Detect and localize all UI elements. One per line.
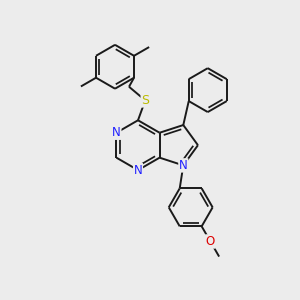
- Text: N: N: [179, 159, 188, 172]
- Text: N: N: [112, 126, 121, 139]
- Text: S: S: [141, 94, 149, 107]
- Text: N: N: [134, 164, 142, 177]
- Text: O: O: [206, 235, 215, 248]
